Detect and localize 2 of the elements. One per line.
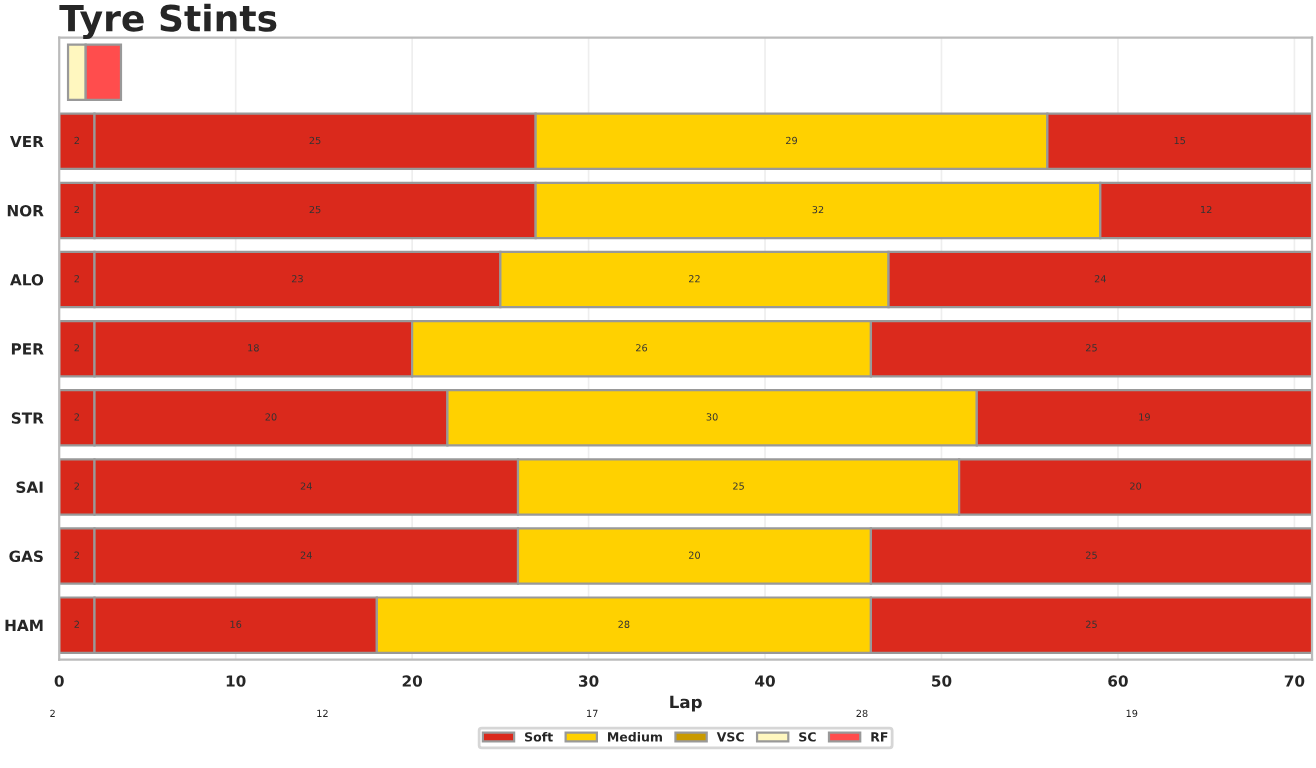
chart-title: Tyre Stints [59,3,277,40]
x-axis-title: Lap [670,695,702,712]
